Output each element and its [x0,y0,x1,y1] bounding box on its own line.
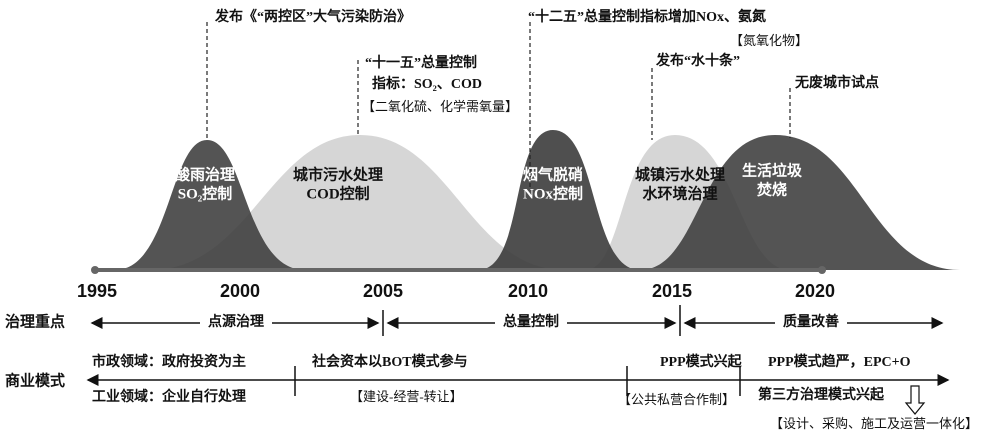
curve-label: 烟气脱硝 [523,165,583,183]
year-label: 2005 [363,281,403,301]
row-label: 治理重点 [5,312,65,330]
curve-label: 酸雨治理 [175,165,235,183]
business-item: 社会资本以BOT模式参与 [311,353,468,370]
axis-end [91,266,99,274]
annotation: 指标：SO₂、COD [372,75,482,92]
annotation: “十二五”总量控制指标增加NOx、氨氮 [528,8,766,25]
business-item: 工业领域：企业自行处理 [92,388,246,405]
curve [640,135,960,270]
curve [478,130,640,270]
year-label: 2000 [220,281,260,301]
label-bg [200,314,272,332]
label-bg [775,314,847,332]
year-label: 2010 [508,281,548,301]
year-label: 2015 [652,281,692,301]
annotation: 无废城市试点 [794,74,879,91]
phase-label: 总量控制 [503,313,559,330]
label-bg [495,314,567,332]
annotation: “十一五”总量控制 [365,54,477,71]
axis-end [818,266,826,274]
annotation: 发布“水十条” [655,52,740,69]
down-arrow [904,385,926,415]
business-item: 【设计、采购、施工及运营一体化】 [770,416,978,431]
annotation: 【氮氧化物】 [730,33,808,48]
business-item: PPP模式兴起 [660,353,743,370]
annotation: 发布《“两控区”大气污染防治》 [214,8,411,25]
curve-label: 城镇污水处理 [635,165,725,183]
phase-label: 点源治理 [208,313,264,330]
business-item: 市政领域：政府投资为主 [92,353,246,370]
business-item: 【公共私营合作制】 [618,392,735,407]
phase-label: 质量改善 [783,313,839,330]
curve-label: NOx控制 [523,184,583,202]
year-label: 1995 [77,281,117,301]
business-item: PPP模式趋严，EPC+O [768,353,911,370]
curve-label: 城市污水处理 [293,165,383,183]
annotation: 【二氧化硫、化学需氧量】 [362,99,518,114]
business-item: 【建设-经营-转让】 [350,389,463,404]
curve-label: COD控制 [306,184,369,202]
business-item: 第三方治理模式兴起 [758,386,885,403]
curve-label: 水环境治理 [642,184,717,202]
year-label: 2020 [795,281,835,301]
row-label: 商业模式 [5,371,65,389]
curve-label: 生活垃圾 [742,161,803,179]
curve-label: 焚烧 [756,180,787,198]
curve-label: SO₂控制 [178,184,233,202]
curve [115,140,305,270]
